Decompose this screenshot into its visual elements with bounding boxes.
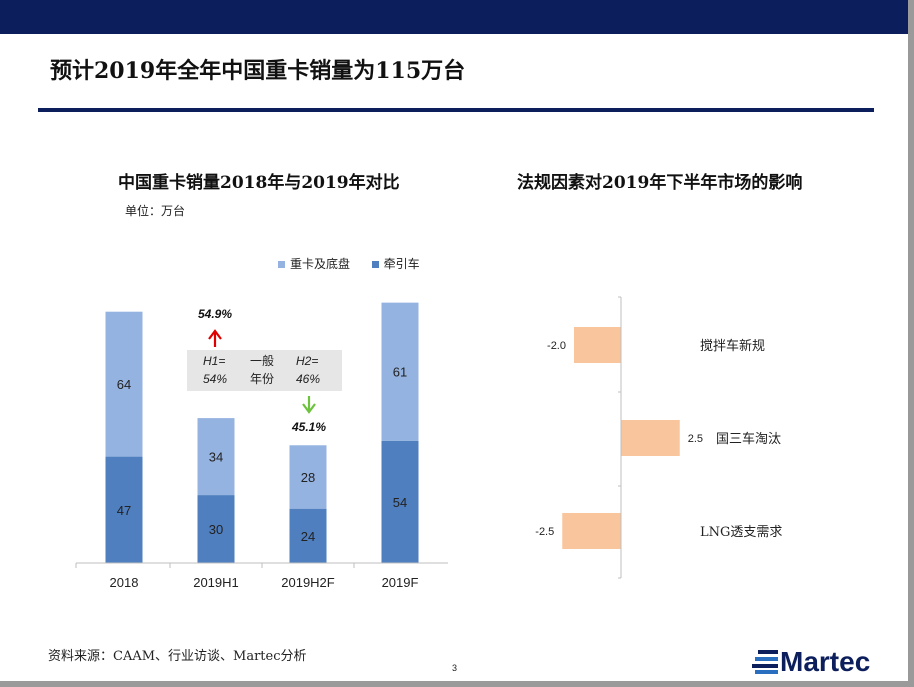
- split-note-2: 年份: [250, 372, 274, 386]
- bar-2019H2F-s1: [289, 445, 327, 509]
- down-arrow-icon: [302, 396, 316, 414]
- data-label-2019H2F-s0: 24: [301, 529, 315, 544]
- data-label-2019H1-s0: 30: [209, 522, 223, 537]
- top-bar: [0, 0, 908, 34]
- legend-swatch-chassis: [278, 261, 285, 268]
- x-tick-label-2019H2F: 2019H2F: [281, 575, 335, 590]
- impact-bar-0: [574, 327, 621, 363]
- h1-label: H1=: [203, 354, 225, 368]
- data-label-2018-s0: 47: [117, 503, 131, 518]
- h2-share-label: 45.1%: [291, 420, 326, 434]
- martec-logo: Martec: [752, 646, 870, 678]
- right-chart-title: 法规因素对2019年下半年市场的影响: [517, 173, 803, 193]
- up-arrow-icon: [208, 329, 222, 347]
- legend-label-tractor: 牵引车: [383, 257, 420, 271]
- impact-value-2: -2.5: [535, 526, 554, 538]
- bar-2018-s1: [105, 311, 143, 457]
- legend: 重卡及底盘 牵引车: [278, 255, 420, 272]
- title-rule: [38, 108, 874, 112]
- slide-title: 预计2019年全年中国重卡销量为115万台: [50, 58, 466, 84]
- martec-logo-icon: [752, 650, 778, 674]
- data-label-2018-s1: 64: [117, 377, 131, 392]
- logo-text: Martec: [780, 646, 871, 677]
- bar-2019H1-s1: [197, 418, 235, 496]
- bar-2019F-s0: [381, 440, 419, 563]
- x-tick-label-2018: 2018: [110, 575, 139, 590]
- data-label-2019F-s0: 54: [393, 495, 407, 510]
- x-tick-label-2019F: 2019F: [382, 575, 419, 590]
- legend-label-chassis: 重卡及底盘: [290, 257, 351, 271]
- unit-label: 单位：万台: [125, 204, 186, 218]
- data-label-2019H1-s1: 34: [209, 450, 223, 465]
- page-number: 3: [452, 663, 458, 673]
- source-note: 资料来源：CAAM、行业访谈、Martec分析: [48, 649, 307, 664]
- data-label-2019F-s1: 61: [393, 365, 407, 380]
- bar-2018-s0: [105, 456, 143, 563]
- h1-share-label: 54.9%: [198, 307, 232, 321]
- h2-pct: 46%: [296, 372, 320, 386]
- impact-value-1: 2.5: [688, 433, 703, 445]
- data-label-2019H2F-s1: 28: [301, 470, 315, 485]
- h2-label: H2=: [296, 354, 318, 368]
- legend-swatch-tractor: [371, 261, 379, 268]
- bar-2019H1-s0: [197, 495, 235, 563]
- bar-2019H2F-s0: [289, 508, 327, 563]
- left-chart-title: 中国重卡销量2018年与2019年对比: [118, 173, 400, 193]
- impact-category-2: LNG透支需求: [700, 525, 782, 540]
- h1-pct: 54%: [203, 372, 227, 386]
- impact-value-0: -2.0: [547, 340, 566, 352]
- impact-category-0: 搅拌车新规: [700, 338, 765, 354]
- impact-bar-2: [562, 513, 621, 549]
- impact-bar-1: [621, 420, 680, 456]
- x-tick-label-2019H1: 2019H1: [193, 575, 239, 590]
- impact-category-1: 国三车淘汰: [716, 431, 781, 447]
- split-note-1: 一般: [250, 353, 274, 368]
- split-box: [187, 350, 342, 391]
- bar-2019F-s1: [381, 302, 419, 441]
